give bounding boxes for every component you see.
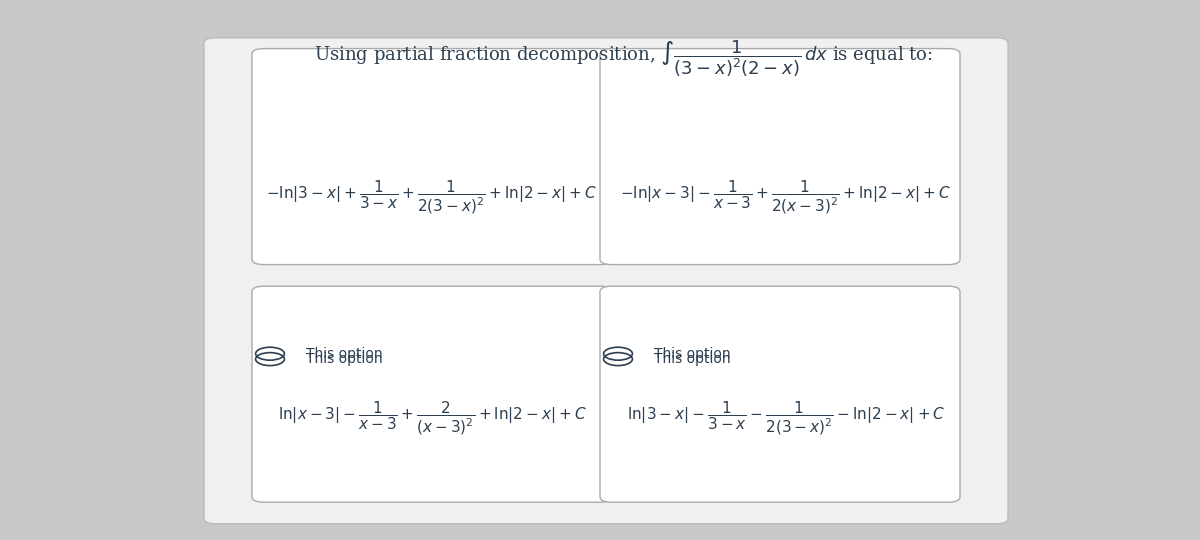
Text: This option: This option [306, 352, 383, 366]
FancyBboxPatch shape [252, 286, 612, 502]
Text: $\ln|3-x| - \dfrac{1}{3-x} - \dfrac{1}{2(3-x)^2} - \ln|2-x| + C$: $\ln|3-x| - \dfrac{1}{3-x} - \dfrac{1}{2… [626, 400, 946, 437]
FancyBboxPatch shape [252, 49, 612, 265]
Text: $-\ln|3-x| + \dfrac{1}{3-x} + \dfrac{1}{2(3-x)^2} + \ln|2-x| + C$: $-\ln|3-x| + \dfrac{1}{3-x} + \dfrac{1}{… [266, 178, 598, 216]
Text: This option: This option [306, 347, 383, 361]
Text: This option: This option [654, 347, 731, 361]
FancyBboxPatch shape [204, 38, 1008, 524]
Text: $\ln|x-3| - \dfrac{1}{x-3} + \dfrac{2}{(x-3)^2} + \ln|2-x| + C$: $\ln|x-3| - \dfrac{1}{x-3} + \dfrac{2}{(… [277, 400, 587, 437]
FancyBboxPatch shape [600, 286, 960, 502]
Text: This option: This option [654, 352, 731, 366]
Text: Using partial fraction decomposition, $\int \dfrac{1}{(3-x)^2(2-x)}\,dx$ is equa: Using partial fraction decomposition, $\… [314, 38, 934, 78]
FancyBboxPatch shape [600, 49, 960, 265]
Text: $-\ln|x-3| - \dfrac{1}{x-3} + \dfrac{1}{2(x-3)^2} + \ln|2-x| + C$: $-\ln|x-3| - \dfrac{1}{x-3} + \dfrac{1}{… [620, 178, 952, 216]
